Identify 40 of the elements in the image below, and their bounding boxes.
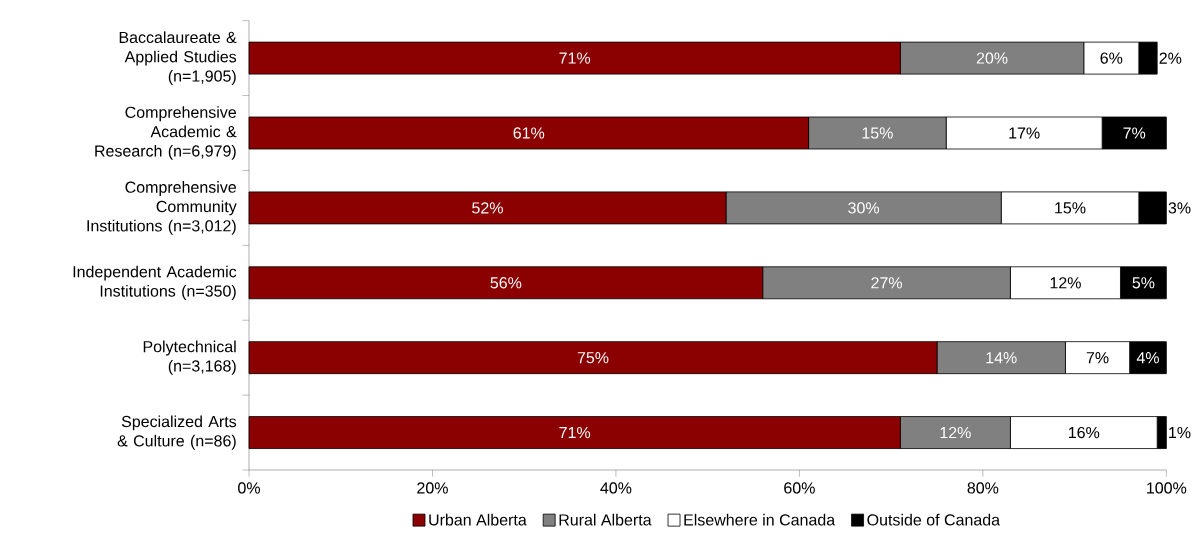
legend-label: Rural Alberta	[559, 513, 652, 526]
x-tick-label: 20%	[417, 482, 448, 494]
data-label: 7%	[1123, 127, 1146, 139]
data-label: 2%	[1159, 52, 1182, 64]
y-tick-label: Independent Academic Institutions (n=350)	[73, 265, 237, 300]
data-label: 71%	[559, 52, 591, 64]
y-tick-label: Specialized Arts & Culture (n=86)	[117, 415, 237, 450]
x-tick-label: 60%	[784, 482, 815, 494]
data-label: 3%	[1168, 202, 1191, 214]
data-label: 20%	[976, 52, 1008, 64]
x-tick-label: 80%	[967, 482, 999, 494]
data-label: 6%	[1100, 52, 1123, 64]
legend-label: Elsewhere in Canada	[684, 513, 836, 526]
data-label: 1%	[1169, 426, 1191, 439]
data-label: 12%	[1050, 277, 1081, 289]
data-label: 16%	[1068, 426, 1100, 439]
data-label: 52%	[472, 202, 503, 214]
data-label: 4%	[1136, 352, 1159, 364]
x-tick-label: 100%	[1147, 482, 1187, 494]
data-label: 71%	[559, 426, 591, 439]
data-label: 12%	[940, 426, 971, 439]
data-label: 17%	[1009, 127, 1040, 139]
legend-label: Urban Alberta	[429, 513, 527, 526]
data-label: 7%	[1086, 352, 1109, 364]
x-tick-label: 0%	[238, 482, 260, 494]
data-label: 15%	[1055, 202, 1086, 214]
y-tick-label: Polytechnical (n=3,168)	[143, 340, 236, 375]
data-label: 61%	[513, 127, 545, 139]
data-label: 75%	[577, 352, 609, 364]
legend-label: Outside of Canada	[867, 513, 1001, 526]
y-tick-label: Comprehensive Academic & Research (n=6,979)	[95, 106, 237, 160]
data-label: 56%	[490, 277, 522, 289]
y-tick-label: Baccalaureate & Applied Studies (n=1,905)	[119, 31, 237, 85]
x-tick-label: 40%	[600, 482, 632, 494]
data-label: 14%	[986, 352, 1017, 364]
data-label: 5%	[1132, 277, 1155, 289]
data-label: 30%	[848, 202, 880, 214]
data-label: 27%	[871, 277, 902, 289]
data-label: 15%	[862, 127, 893, 139]
y-tick-label: Comprehensive Community Institutions (n=3,012)	[87, 181, 237, 235]
